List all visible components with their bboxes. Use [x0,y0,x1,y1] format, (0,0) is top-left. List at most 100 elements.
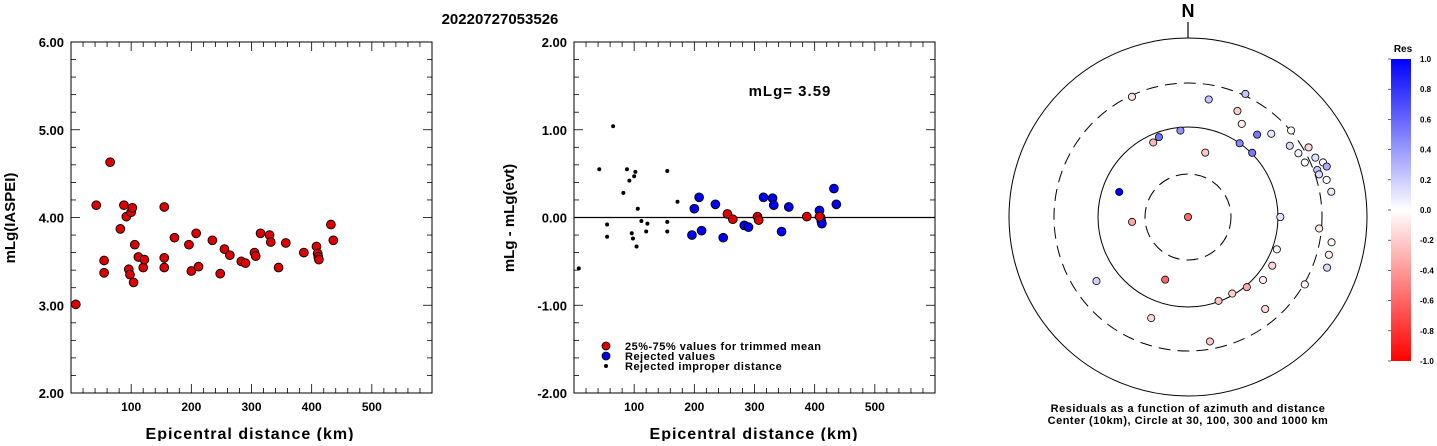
station-residual-point [1115,187,1124,196]
x-tick-label: 400 [302,400,322,414]
data-point [184,239,194,250]
station-residual-point [1322,175,1331,184]
colorbar-title: Res [1394,44,1413,55]
data-point [328,235,339,246]
station-residual-point [1235,139,1244,148]
colorbar-tick-label: 0.0 [1420,206,1432,215]
data-point [186,266,197,276]
data-point-improper-distance [665,219,670,224]
data-point [159,262,170,273]
station-residual-point [1204,95,1213,104]
y-tick-label: -1.00 [537,298,567,313]
y-tick-label: 3.00 [39,298,64,313]
data-point-improper-distance [605,222,610,227]
colorbar-tick-label: 1.0 [1420,55,1432,64]
data-point-rejected [689,203,700,214]
colorbar-tick-label: 0.6 [1420,115,1432,124]
station-residual-point [1092,277,1101,286]
data-point-improper-distance [611,124,616,129]
station-residual-point [1311,153,1320,162]
magnitude-vs-distance-plot: Epicentral distance (km) mLg(IASPEI) 100… [2,35,433,443]
station-residual-point [1259,275,1268,284]
data-point-rejected [710,199,721,210]
station-residual-point [1304,143,1313,152]
data-point [224,250,235,261]
data-point-rejected [687,230,697,240]
data-point-improper-distance [634,244,639,249]
data-point-rejected [783,202,794,212]
station-residual-point [1327,187,1336,196]
data-point [70,299,81,310]
figure-title: 20220727053526 [442,11,559,28]
residual-vs-distance-plot: Epicentral distance (km) mLg - mLg(evt) … [501,35,936,443]
data-point [273,262,284,273]
colorbar-tick-label: 0.8 [1420,85,1432,94]
x-axis-label: Epicentral distance (km) [146,426,355,441]
data-point [125,269,135,280]
station-residual-point [1214,296,1223,305]
y-tick-label: 0.00 [542,211,567,226]
colorbar-gradient [1391,59,1411,361]
data-point-improper-distance [675,199,680,204]
station-residual-point [1237,119,1246,128]
legend-label-improper-distance: Rejected improper distance [625,361,782,373]
y-tick-label: 4.00 [39,211,64,226]
x-tick-label: 100 [624,400,644,414]
legend-marker-trimmed-mean [601,341,611,351]
colorbar-tick-label: 0.4 [1420,146,1432,155]
station-residual-point [1248,148,1257,157]
station-residual-point [1228,289,1237,298]
data-point [99,267,109,278]
data-point-improper-distance [635,206,640,211]
station-residual-point [1176,126,1185,135]
colorbar-tick-label: -0.4 [1420,266,1434,275]
y-tick-label: 2.00 [39,386,64,401]
data-point-trimmed-mean [801,211,812,222]
y-tick-label: 5.00 [39,123,64,138]
polar-caption-line1: Residuals as a function of azimuth and d… [1051,403,1326,415]
y-tick-label: -2.00 [537,386,567,401]
data-point-improper-distance [621,190,626,195]
station-residual-point [1253,130,1262,139]
station-residual-point [1315,170,1324,179]
colorbar-tick-label: -0.6 [1420,297,1434,306]
colorbar-tick-label: -0.8 [1420,327,1434,336]
x-axis-label: Epicentral distance (km) [650,426,859,441]
azimuth-distance-residual-plot: N Residuals as a function of azimuth and… [1008,1,1368,427]
data-point-rejected [831,199,842,210]
data-point-improper-distance [627,178,632,183]
colorbar-tick-label: 0.2 [1420,176,1432,185]
data-point-rejected [758,192,769,203]
station-residual-point [1205,337,1214,346]
data-point-trimmed-mean [727,214,738,225]
ring-300km [1053,82,1323,352]
data-point [139,254,150,265]
ring-1000km [1008,37,1368,397]
station-residual-point [1242,283,1251,292]
data-point [105,157,115,168]
data-point-improper-distance [624,167,629,172]
data-point [207,235,218,246]
data-point-improper-distance [629,231,634,236]
legend-marker-improper-distance [604,364,608,368]
station-residual-point [1285,141,1294,150]
x-tick-label: 500 [865,400,885,414]
data-point-trimmed-mean [814,211,825,222]
data-point-improper-distance [576,266,581,271]
x-tick-label: 300 [241,400,261,414]
event-magnitude-annotation: mLg= 3.59 [749,83,832,100]
data-point-improper-distance [605,234,610,239]
colorbar-tick-label: -1.0 [1420,357,1434,366]
data-point [215,268,226,279]
data-point-rejected [718,232,729,243]
x-tick-label: 200 [181,400,201,414]
data-point-rejected [696,225,707,236]
legend-marker-rejected [601,351,611,361]
data-point-improper-distance [644,229,649,234]
y-tick-label: 1.00 [542,123,567,138]
data-point [115,224,126,234]
data-point-rejected [694,192,704,203]
data-point-rejected [776,226,787,237]
station-residual-point [1327,238,1336,247]
